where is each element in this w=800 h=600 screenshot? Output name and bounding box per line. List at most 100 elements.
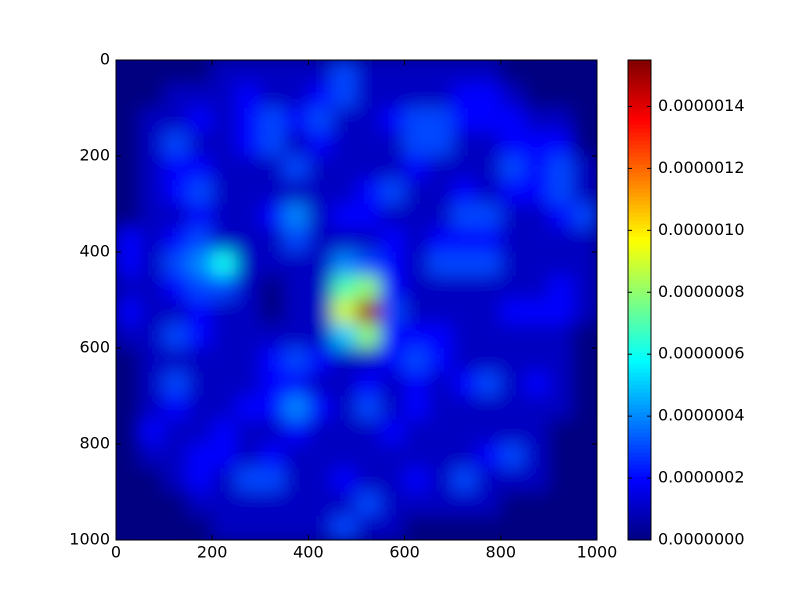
colorbar-step [628, 387, 651, 393]
heatmap-cell [163, 179, 189, 205]
heatmap-cell [380, 299, 406, 325]
heatmap-cell [380, 323, 406, 349]
colorbar-tick-label: 0.0000014 [658, 96, 745, 115]
heatmap-cell [187, 227, 213, 253]
colorbar: 0.0000000 0.0000002 0.0000004 0.0000006 0.00… [627, 59, 745, 549]
colorbar-step [628, 163, 651, 169]
colorbar-step [628, 235, 651, 241]
heatmap-cell [139, 323, 165, 349]
colorbar-step [628, 495, 651, 501]
colorbar-tick-label: 0.0000012 [658, 158, 745, 177]
colorbar-step [628, 315, 651, 321]
heatmap-cell [524, 179, 550, 205]
colorbar-step [628, 123, 651, 129]
colorbar-step [628, 171, 651, 177]
colorbar-step [628, 391, 651, 397]
heatmap-cell [404, 83, 430, 109]
heatmap-cell [404, 515, 430, 540]
heatmap-cell [476, 491, 502, 517]
heatmap-cell [307, 227, 333, 253]
heatmap-cell [500, 83, 526, 109]
heatmap-cell [500, 371, 526, 397]
heatmap-cell [235, 371, 261, 397]
heatmap-cell [307, 83, 333, 109]
heatmap-cell [452, 227, 478, 253]
heatmap-cell [163, 131, 189, 157]
heatmap-cell [428, 419, 454, 445]
heatmap-cell [380, 347, 406, 373]
heatmap-cell [524, 251, 550, 277]
heatmap-cell [476, 227, 502, 253]
colorbar-step [628, 379, 651, 385]
heatmap-cell [331, 515, 357, 540]
heatmap-cell [235, 467, 261, 493]
colorbar-step [628, 119, 651, 125]
heatmap-cell [139, 227, 165, 253]
heatmap-cell [500, 203, 526, 229]
heatmap-cell [307, 251, 333, 277]
heatmap-cell [548, 227, 574, 253]
heatmap-cell [572, 131, 597, 157]
heatmap-cell [524, 60, 550, 85]
heatmap-cell [476, 155, 502, 181]
heatmap-cell [452, 515, 478, 540]
heatmap-cell [259, 491, 285, 517]
heatmap-cell [572, 419, 597, 445]
heatmap-cell [211, 227, 237, 253]
heatmap-cell [331, 83, 357, 109]
colorbar-step [628, 523, 651, 529]
heatmap-cell [572, 251, 597, 277]
heatmap-cell [235, 107, 261, 133]
heatmap-cell [476, 131, 502, 157]
heatmap-cell [380, 419, 406, 445]
heatmap-cell [572, 203, 597, 229]
colorbar-step [628, 71, 651, 77]
heatmap-cell [356, 131, 382, 157]
colorbar-step [628, 135, 651, 141]
heatmap-cell [163, 155, 189, 181]
heatmap-cell [116, 371, 141, 397]
colorbar-step [628, 143, 651, 149]
heatmap-cell [331, 395, 357, 421]
heatmap-cell [331, 299, 357, 325]
colorbar-step [628, 191, 651, 197]
heatmap-cell [259, 155, 285, 181]
heatmap-cell [452, 347, 478, 373]
heatmap-cell [163, 347, 189, 373]
heatmap-cell [211, 371, 237, 397]
heatmap-cell [356, 203, 382, 229]
heatmap-cell [259, 251, 285, 277]
heatmap-cell [211, 419, 237, 445]
heatmap-cell [187, 467, 213, 493]
heatmap-cell [235, 443, 261, 469]
heatmap-cell [307, 131, 333, 157]
colorbar-step [628, 103, 651, 109]
colorbar-step [628, 95, 651, 101]
heatmap-cell [163, 83, 189, 109]
heatmap-cell [356, 395, 382, 421]
heatmap-cell [283, 467, 309, 493]
colorbar-step [628, 267, 651, 273]
heatmap-cell [259, 467, 285, 493]
heatmap-cell [452, 275, 478, 301]
colorbar-step [628, 287, 651, 293]
heatmap-cell [116, 443, 141, 469]
heatmap-cell [139, 251, 165, 277]
heatmap-cell [211, 467, 237, 493]
heatmap-cell [476, 107, 502, 133]
heatmap-cell [187, 443, 213, 469]
heatmap-cell [380, 203, 406, 229]
colorbar-step [628, 383, 651, 389]
colorbar-step [628, 115, 651, 121]
heatmap-cell [356, 491, 382, 517]
heatmap-cell [524, 107, 550, 133]
heatmap-cell [548, 107, 574, 133]
heatmap-cell [163, 203, 189, 229]
heatmap-cell [572, 515, 597, 540]
heatmap-cell [356, 227, 382, 253]
heatmap-cell [163, 227, 189, 253]
colorbar-step [628, 451, 651, 457]
heatmap-cell [116, 155, 141, 181]
heatmap-cell [116, 131, 141, 157]
heatmap-cell [163, 419, 189, 445]
